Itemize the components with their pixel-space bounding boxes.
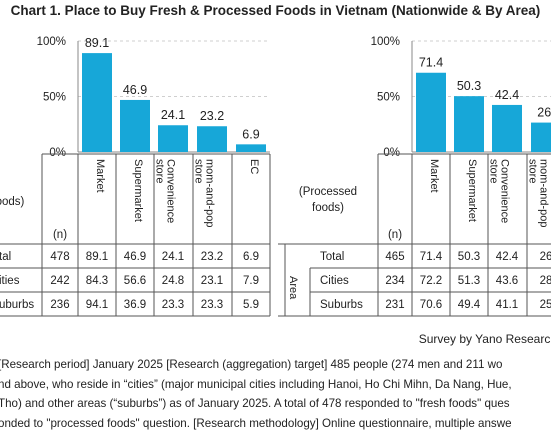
bar-value-label: 26. <box>537 106 551 120</box>
row-value-cell: 51.3 <box>458 275 480 287</box>
source-credit: Survey by Yano Research <box>419 332 551 346</box>
footnote-line: onded to "processed foods" question. [Re… <box>0 414 551 433</box>
row-value-cell: 41.1 <box>496 299 518 311</box>
n-header-label: (n) <box>388 229 402 241</box>
row-value-cell: 24.8 <box>162 275 184 287</box>
n-header-label: (n) <box>53 229 67 241</box>
footnote-line: Tho) and other areas (“suburbs”) as of J… <box>0 394 551 414</box>
category-label: Market <box>428 159 440 193</box>
bar-value-label: 24.1 <box>161 108 185 122</box>
bar <box>416 73 446 152</box>
bar <box>454 96 484 152</box>
bar-value-label: 50.3 <box>457 79 481 93</box>
category-label: mom-and-popstore <box>527 159 550 227</box>
y-tick-label: 100% <box>371 36 400 48</box>
row-label: ities <box>0 275 20 287</box>
row-n-cell: 236 <box>50 299 69 311</box>
row-value-cell: 28 <box>540 275 551 287</box>
row-value-cell: 23.3 <box>162 299 184 311</box>
row-value-cell: 42.4 <box>496 251 519 263</box>
bar-value-label: 46.9 <box>123 83 147 97</box>
row-value-cell: 23.3 <box>201 299 223 311</box>
y-tick-label: 0% <box>49 147 66 159</box>
bar-value-label: 6.9 <box>242 127 259 141</box>
bar <box>197 126 227 152</box>
row-value-cell: 5.9 <box>243 299 259 311</box>
category-label: mom-and-popstore <box>193 159 216 227</box>
footnote-line: nd above, who reside in “cities” (major … <box>0 375 551 395</box>
row-value-cell: 70.6 <box>420 299 442 311</box>
area-label: Area <box>287 276 299 300</box>
row-value-cell: 84.3 <box>86 275 108 287</box>
fresh-foods-panel: 0% 50% 100% 89.1 46.9 24.1 23.2 6.9 Market Superm… <box>0 36 270 316</box>
row-value-cell: 25 <box>540 299 551 311</box>
category-label: EC <box>248 159 260 174</box>
row-value-cell: 50.3 <box>458 251 480 263</box>
row-value-cell: 36.9 <box>124 299 146 311</box>
research-footnote: [Research period] January 2025 [Research… <box>0 355 551 433</box>
y-tick-label: 0% <box>383 147 400 159</box>
row-n-cell: 465 <box>385 251 404 263</box>
row-value-cell: 26 <box>540 251 551 263</box>
row-value-cell: 49.4 <box>458 299 481 311</box>
bar <box>236 144 266 152</box>
row-value-cell: 71.4 <box>420 251 443 263</box>
bar <box>120 100 150 152</box>
row-value-cell: 56.6 <box>124 275 146 287</box>
bar <box>158 125 188 152</box>
y-tick-label: 100% <box>37 36 66 48</box>
category-label: Supermarket <box>132 159 144 222</box>
category-label: Conveniencestore <box>154 159 177 223</box>
row-value-cell: 23.1 <box>201 275 223 287</box>
bar-value-label: 42.4 <box>495 88 519 102</box>
row-header-label: oods) <box>0 196 25 208</box>
row-n-cell: 478 <box>50 251 69 263</box>
category-label: Market <box>94 159 106 193</box>
bar-value-label: 23.2 <box>200 109 224 123</box>
row-value-cell: 72.2 <box>420 275 442 287</box>
footnote-line: [Research period] January 2025 [Research… <box>0 355 551 375</box>
category-label: Conveniencestore <box>488 159 511 223</box>
row-n-cell: 231 <box>385 299 404 311</box>
row-value-cell: 23.2 <box>201 251 223 263</box>
row-value-cell: 89.1 <box>86 251 108 263</box>
row-value-cell: 43.6 <box>496 275 518 287</box>
bar <box>82 53 112 152</box>
row-value-cell: 46.9 <box>124 251 146 263</box>
bar <box>531 123 551 152</box>
row-n-cell: 242 <box>50 275 69 287</box>
bar-value-label: 71.4 <box>419 56 443 70</box>
row-value-cell: 7.9 <box>243 275 259 287</box>
bar <box>492 105 522 152</box>
bar-value-label: 89.1 <box>85 36 109 50</box>
row-value-cell: 6.9 <box>243 251 259 263</box>
processed-foods-panel: 0% 50% 100% 71.4 50.3 42.4 26. Market Supermarke… <box>278 36 551 316</box>
row-label: Total <box>320 251 344 263</box>
row-n-cell: 234 <box>385 275 405 287</box>
row-label: Cities <box>320 275 349 287</box>
row-label: Suburbs <box>320 299 363 311</box>
row-value-cell: 24.1 <box>162 251 184 263</box>
y-tick-label: 50% <box>377 92 400 104</box>
row-label: uburbs <box>0 299 34 311</box>
row-value-cell: 94.1 <box>86 299 108 311</box>
row-label: tal <box>0 251 11 263</box>
category-label: Supermarket <box>466 159 478 222</box>
y-tick-label: 50% <box>43 92 66 104</box>
